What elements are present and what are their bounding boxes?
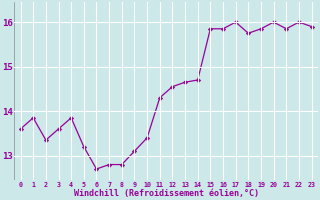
X-axis label: Windchill (Refroidissement éolien,°C): Windchill (Refroidissement éolien,°C): [74, 189, 259, 198]
